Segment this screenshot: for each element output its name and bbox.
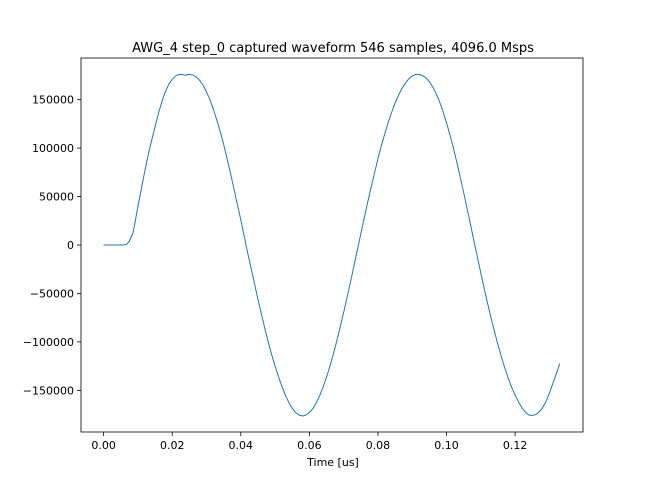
- chart-title: AWG_4 step_0 captured waveform 546 sampl…: [132, 41, 534, 56]
- x-axis-label: Time [us]: [306, 456, 359, 469]
- y-tick-label: −150000: [23, 384, 74, 397]
- x-tick-label: 0.04: [229, 439, 254, 452]
- y-tick-label: −50000: [30, 287, 74, 300]
- x-tick-label: 0.06: [297, 439, 322, 452]
- x-tick-label: 0.00: [91, 439, 116, 452]
- x-axis: 0.00 0.02 0.04 0.06 0.08 0.10 0.12: [91, 432, 527, 452]
- y-tick-label: 100000: [32, 142, 74, 155]
- x-tick-label: 0.02: [160, 439, 185, 452]
- x-tick-label: 0.08: [366, 439, 391, 452]
- waveform-series-line: [103, 73, 561, 417]
- y-tick-label: 50000: [39, 191, 74, 204]
- y-tick-label: −100000: [23, 336, 74, 349]
- x-tick-label: 0.12: [503, 439, 528, 452]
- x-tick-label: 0.10: [434, 439, 459, 452]
- plot-area: [103, 73, 561, 417]
- y-tick-label: 150000: [32, 94, 74, 107]
- plot-frame: [80, 57, 584, 433]
- y-axis: 150000 100000 50000 0 −50000 −100000 −150000: [23, 94, 81, 397]
- y-tick-label: 0: [67, 239, 74, 252]
